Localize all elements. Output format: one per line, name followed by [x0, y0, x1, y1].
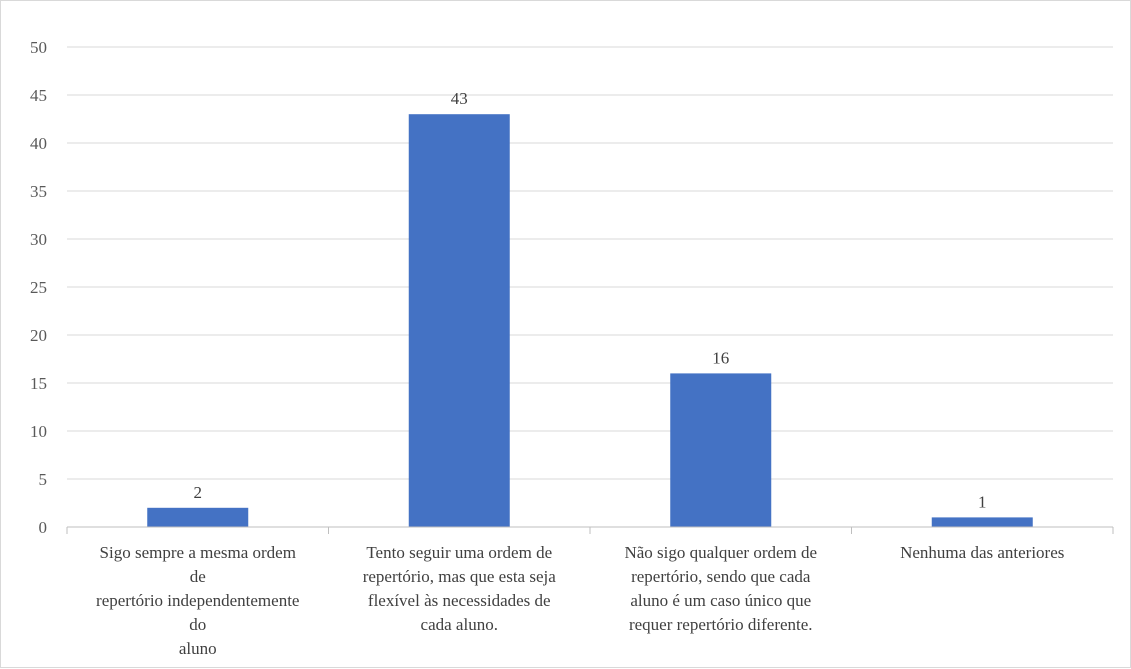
data-label: 1 [978, 492, 987, 511]
category-labels: Sigo sempre a mesma ordem de repertório in… [96, 543, 1064, 658]
data-label: 2 [194, 483, 203, 502]
category-label-line: Não sigo qualquer ordem de [624, 543, 817, 562]
category-label: Nenhuma das anteriores [900, 543, 1064, 562]
y-tick-label: 10 [30, 422, 47, 441]
category-label: Tento seguir uma ordem de repertório, mas… [363, 543, 557, 634]
category-label: Sigo sempre a mesma ordem de repertório in… [96, 543, 299, 658]
category-label-line: cada aluno. [421, 615, 498, 634]
y-tick-label: 30 [30, 230, 47, 249]
data-labels: 2 43 16 1 [194, 89, 987, 511]
category-label-line: aluno é um caso único que [630, 591, 811, 610]
data-label: 43 [451, 89, 468, 108]
data-label: 16 [712, 348, 729, 367]
x-axis [66, 526, 1114, 534]
y-tick-label: 15 [30, 374, 47, 393]
bar [670, 373, 772, 527]
y-tick-label: 0 [39, 518, 48, 537]
bar [408, 114, 510, 527]
gridlines [67, 46, 1113, 480]
category-label-line: aluno [179, 639, 217, 658]
category-label-line: flexível às necessidades de [368, 591, 551, 610]
bar [931, 517, 1033, 527]
category-label-line: repertório independentemente [96, 591, 299, 610]
bar [147, 507, 249, 527]
y-tick-label: 5 [39, 470, 48, 489]
y-tick-label: 25 [30, 278, 47, 297]
category-label-line: repertório, sendo que cada [631, 567, 811, 586]
category-label-line: Tento seguir uma ordem de [366, 543, 552, 562]
category-label-line: Nenhuma das anteriores [900, 543, 1064, 562]
category-label: Não sigo qualquer ordem de repertório, se… [624, 543, 817, 634]
y-tick-label: 20 [30, 326, 47, 345]
y-axis-ticks: 0 5 10 15 20 25 30 35 40 45 50 [30, 38, 47, 537]
category-label-line: do [189, 615, 206, 634]
category-label-line: repertório, mas que esta seja [363, 567, 557, 586]
category-label-line: Sigo sempre a mesma ordem [100, 543, 296, 562]
y-tick-label: 50 [30, 38, 47, 57]
y-tick-label: 40 [30, 134, 47, 153]
category-label-line: de [190, 567, 206, 586]
y-tick-label: 35 [30, 182, 47, 201]
y-tick-label: 45 [30, 86, 47, 105]
category-label-line: requer repertório diferente. [629, 615, 813, 634]
bars [147, 114, 1033, 527]
